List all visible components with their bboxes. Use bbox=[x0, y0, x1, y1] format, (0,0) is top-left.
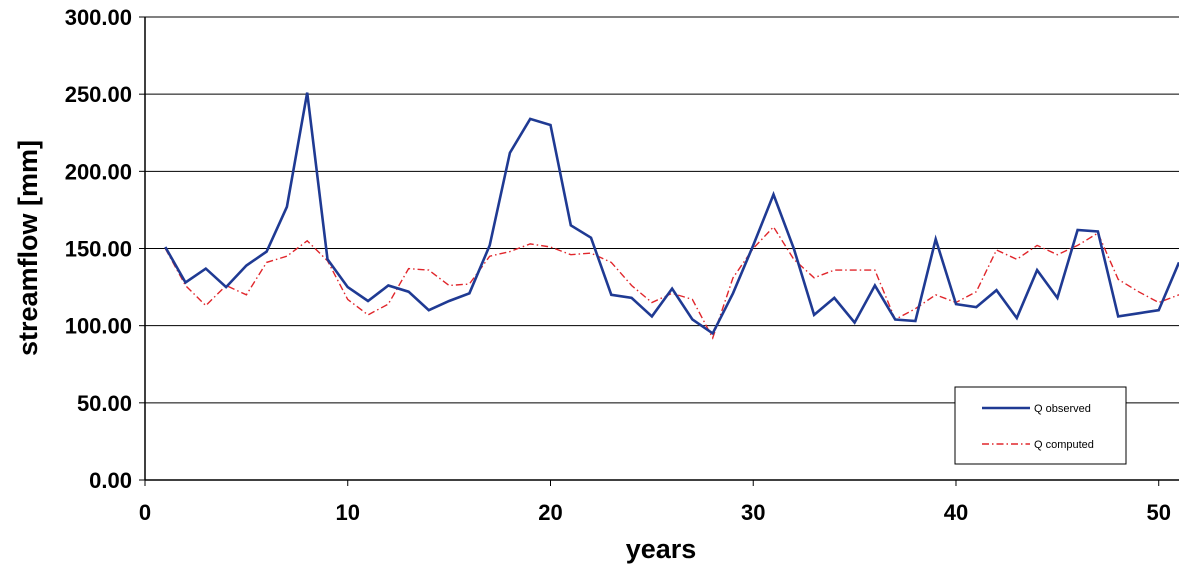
y-tick-label: 100.00 bbox=[65, 314, 132, 339]
legend: Q observed Q computed bbox=[954, 386, 1127, 465]
series-layer bbox=[164, 92, 1179, 340]
x-tick-label: 30 bbox=[741, 500, 765, 525]
y-tick-label: 0.00 bbox=[89, 468, 132, 493]
y-tick-label: 50.00 bbox=[77, 391, 132, 416]
legend-label-q-computed: Q computed bbox=[1034, 439, 1094, 451]
x-tick-label: 50 bbox=[1146, 500, 1170, 525]
series-line-q-observed bbox=[164, 92, 1179, 336]
x-tick-label: 40 bbox=[944, 500, 968, 525]
y-axis-title: streamflow [mm] bbox=[13, 140, 43, 356]
y-tick-label: 200.00 bbox=[65, 159, 132, 184]
x-axis-title: years bbox=[626, 534, 697, 564]
x-tick-label: 10 bbox=[336, 500, 360, 525]
x-tick-label: 0 bbox=[139, 500, 151, 525]
legend-label-q-observed: Q observed bbox=[1034, 403, 1091, 415]
x-tick-label: 20 bbox=[538, 500, 562, 525]
y-tick-label: 150.00 bbox=[65, 237, 132, 262]
series-line-q-computed bbox=[164, 225, 1179, 340]
y-tick-label: 300.00 bbox=[65, 5, 132, 30]
legend-box bbox=[954, 386, 1127, 465]
axes bbox=[139, 16, 1179, 486]
y-tick-label: 250.00 bbox=[65, 82, 132, 107]
grid-lines bbox=[145, 16, 1179, 404]
tick-labels: 0.00 50.00 100.00 150.00 200.00 250.00 300.00 0… bbox=[65, 5, 1171, 525]
